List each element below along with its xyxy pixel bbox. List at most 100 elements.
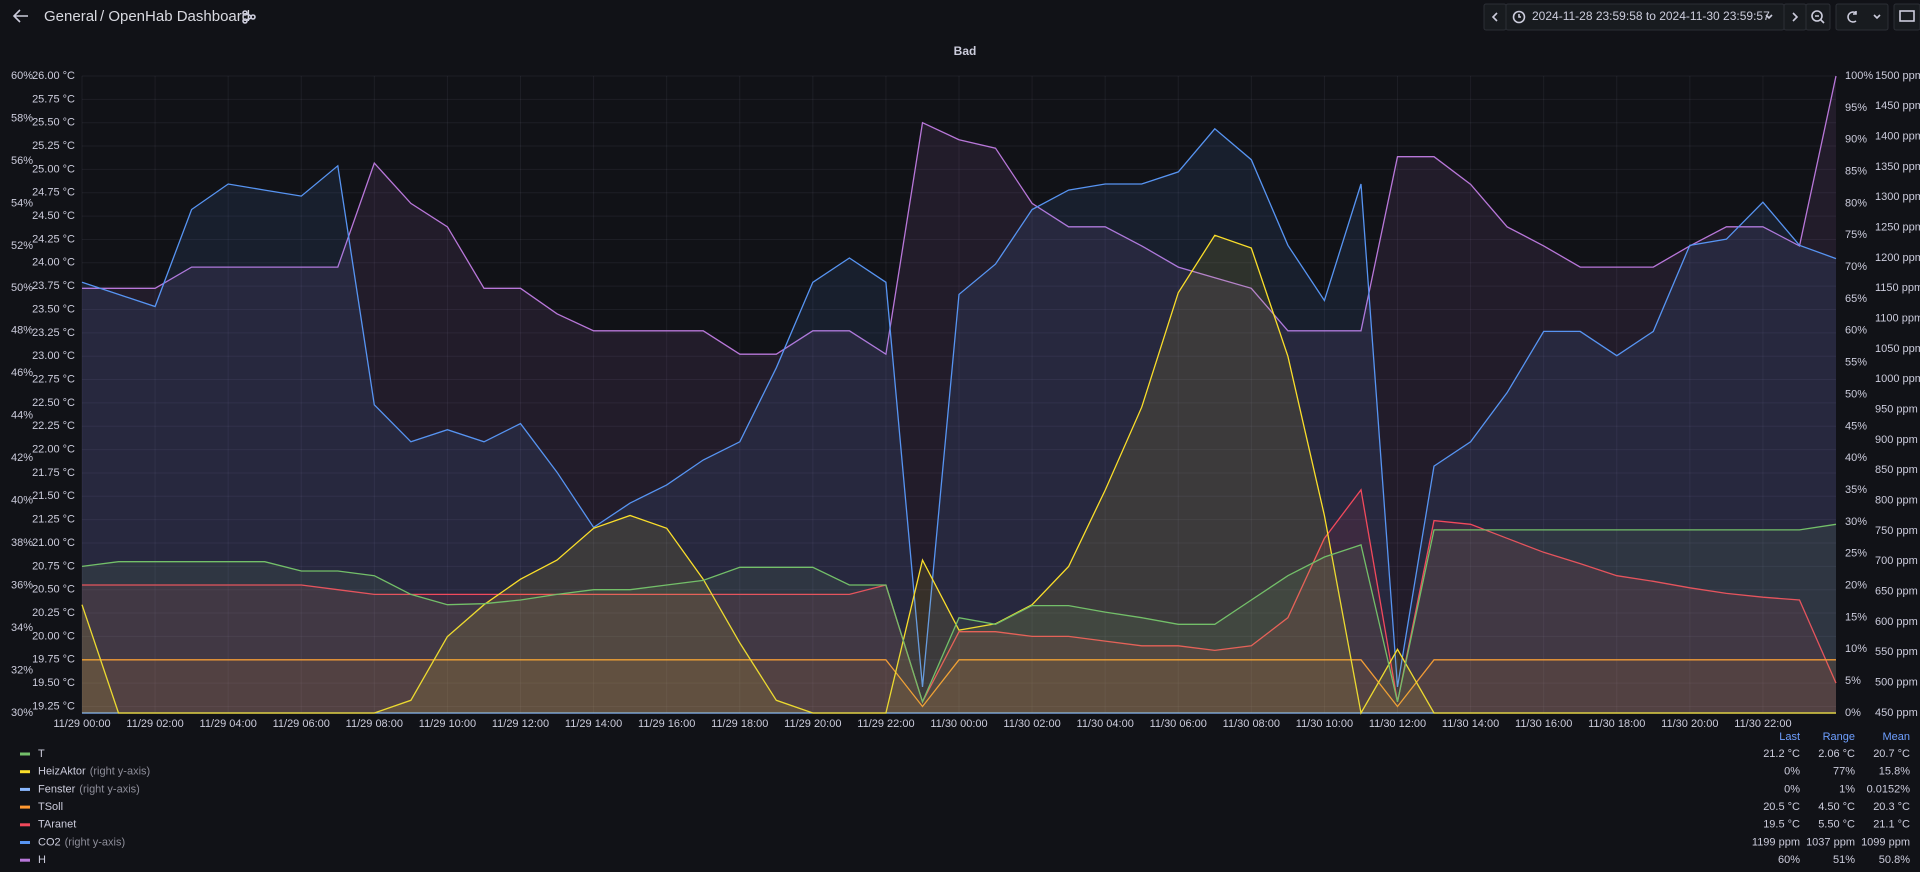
clock-hands (1518, 14, 1521, 18)
refresh-button[interactable] (1835, 3, 1889, 31)
y-tick-label: 800 ppm (1875, 495, 1918, 507)
x-tick-label: 11/29 16:00 (638, 718, 695, 730)
y-tick-label: 45% (1845, 420, 1867, 432)
y-tick-label: 50% (1845, 388, 1867, 400)
legend-item[interactable]: TAranet 19.5 °C 5.50 °C 21.1 °C (20, 819, 1910, 831)
legend-item[interactable]: HeizAktor (right y-axis) 0% 77% 15.8% (20, 766, 1910, 778)
y-tick-label: 30% (11, 707, 33, 719)
x-tick-label: 11/30 06:00 (1150, 718, 1207, 730)
x-tick-label: 11/30 20:00 (1661, 718, 1718, 730)
legend-stat: 50.8% (1879, 854, 1910, 866)
legend-label: CO2 (38, 836, 61, 848)
legend-item[interactable]: CO2 (right y-axis) 1199 ppm 1037 ppm 1099 pp… (20, 836, 1910, 848)
chevron-right (1792, 12, 1799, 22)
time-back-button[interactable] (1483, 3, 1507, 31)
y-tick-label: 19.25 °C (32, 700, 75, 712)
legend-stat: 1037 ppm (1806, 836, 1855, 848)
chevron-down (1765, 14, 1773, 20)
y-tick-label: 38% (11, 537, 33, 549)
legend-axis-note: (right y-axis) (90, 766, 151, 778)
legend-label: HeizAktor (38, 766, 86, 778)
x-tick-label: 11/30 00:00 (930, 718, 987, 730)
y-tick-label: 600 ppm (1875, 616, 1918, 628)
y-tick-label: 35% (1845, 484, 1867, 496)
time-range[interactable]: 2024-11-28 23:59:58 to 2024-11-30 23:59:… (1532, 9, 1770, 23)
x-tick-label: 11/30 08:00 (1223, 718, 1280, 730)
x-tick-label: 11/29 20:00 (784, 718, 841, 730)
chevron-left (1491, 12, 1498, 22)
legend-stat: 21.1 °C (1873, 819, 1910, 831)
y-tick-label: 1300 ppm (1875, 191, 1920, 203)
y-tick-label: 1500 ppm (1875, 70, 1920, 82)
zoom-icon (1811, 10, 1823, 22)
legend-stat: 20.7 °C (1873, 748, 1910, 760)
legend-item[interactable]: H 60% 51% 50.8% (20, 854, 1910, 866)
y-tick-label: 85% (1845, 165, 1867, 177)
y-tick-label: 46% (11, 367, 33, 379)
series-line (82, 75, 1837, 356)
legend-stat: 19.5 °C (1763, 819, 1800, 831)
x-tick-label: 11/29 18:00 (711, 718, 768, 730)
y-tick-label: 15% (1845, 611, 1867, 623)
back-button[interactable] (12, 9, 28, 23)
x-tick-label: 11/30 22:00 (1734, 718, 1791, 730)
y-tick-label: 5% (1845, 675, 1861, 687)
y-tick-label: 20.00 °C (32, 630, 75, 642)
y-tick-label: 60% (1845, 325, 1867, 337)
legend-stat: 15.8% (1879, 766, 1910, 778)
legend-item[interactable]: Fenster (right y-axis) 0% 1% 0.0152% (20, 783, 1910, 795)
y-tick-label: 95% (1845, 102, 1867, 114)
y-tick-label: 25% (1845, 548, 1867, 560)
legend-column-header: Mean (1882, 731, 1910, 743)
share-node (250, 14, 256, 20)
legend-axis-note: (right y-axis) (65, 836, 126, 848)
series-line (82, 659, 1836, 708)
series-line (81, 234, 1836, 715)
y-tick-label: 20% (1845, 580, 1867, 592)
x-tick-label: 11/30 10:00 (1296, 718, 1353, 730)
legend-label: T (38, 748, 45, 760)
y-tick-label: 23.25 °C (32, 327, 75, 339)
y-tick-label: 54% (11, 197, 33, 209)
tv-mode-button[interactable] (1893, 3, 1920, 31)
time-forward-button[interactable] (1783, 3, 1807, 31)
y-tick-label: 34% (11, 622, 33, 634)
legend-label: TAranet (38, 819, 76, 831)
monitor-icon (1899, 10, 1915, 22)
x-tick-label: 11/29 10:00 (419, 718, 476, 730)
y-tick-label: 1000 ppm (1875, 373, 1920, 385)
series-line (81, 127, 1837, 688)
legend-stat: 20.5 °C (1763, 801, 1800, 813)
legend-stat: 60% (1778, 854, 1800, 866)
share-link (246, 13, 252, 21)
x-tick-label: 11/30 12:00 (1369, 718, 1426, 730)
y-tick-label: 58% (11, 112, 33, 124)
chevron-down (1873, 14, 1881, 20)
x-tick-label: 11/29 00:00 (53, 718, 110, 730)
legend-stat: 1% (1839, 783, 1855, 795)
x-tick-label: 11/29 12:00 (492, 718, 549, 730)
y-tick-label: 21.75 °C (32, 467, 75, 479)
y-tick-label: 24.25 °C (32, 233, 75, 245)
legend-stat: 2.06 °C (1818, 748, 1855, 760)
y-tick-label: 22.50 °C (32, 397, 75, 409)
y-tick-label: 23.50 °C (32, 303, 75, 315)
y-tick-label: 1150 ppm (1875, 282, 1920, 294)
share-icon[interactable] (242, 10, 256, 24)
legend-stat: 21.2 °C (1763, 748, 1800, 760)
y-tick-label: 22.75 °C (32, 373, 75, 385)
legend-item[interactable]: TSoll 20.5 °C 4.50 °C 20.3 °C (20, 801, 1910, 813)
y-tick-label: 1250 ppm (1875, 222, 1920, 234)
y-tick-label: 24.00 °C (32, 257, 75, 269)
breadcrumb-folder[interactable]: General (44, 8, 97, 25)
y-tick-label: 21.50 °C (32, 490, 75, 502)
y-tick-label: 40% (11, 495, 33, 507)
dashboard-title[interactable]: / OpenHab Dashboard (100, 8, 250, 25)
y-tick-label: 25.00 °C (32, 163, 75, 175)
y-tick-label: 1200 ppm (1875, 252, 1920, 264)
zoom-out-button[interactable] (1805, 3, 1831, 31)
legend-item[interactable]: T 21.2 °C 2.06 °C 20.7 °C (20, 748, 1910, 760)
panel-title: Bad (954, 44, 977, 58)
